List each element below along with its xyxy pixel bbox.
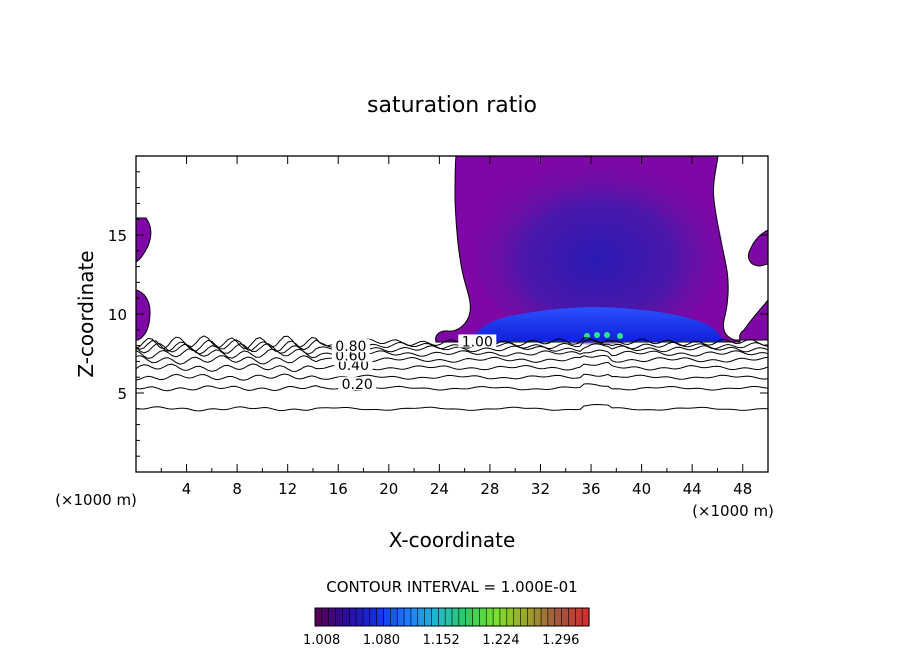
- contour-line: [136, 361, 768, 372]
- colorbar-cell: [410, 607, 419, 627]
- x-axis-unit-right: (×1000 m): [692, 502, 774, 520]
- contour-line: [136, 338, 768, 353]
- colorbar-cell: [472, 607, 480, 627]
- left-edge-region-upper: [136, 217, 152, 263]
- colorbar-cell: [458, 607, 467, 627]
- colorbar-cell: [369, 607, 378, 627]
- y-axis-label: Z-coordinate: [74, 250, 98, 377]
- chart-title: saturation ratio: [367, 93, 537, 118]
- colorbar: [314, 607, 590, 627]
- cloud-base-region: [470, 307, 724, 342]
- left-edge-region-lower: [136, 289, 151, 341]
- cloud-max-point: [594, 332, 600, 338]
- colorbar-cell: [485, 607, 494, 627]
- colorbar-tick-label: 1.224: [482, 633, 519, 648]
- colorbar-cell: [527, 607, 535, 627]
- colorbar-cell: [479, 607, 487, 627]
- colorbar-cell: [362, 607, 371, 627]
- colorbar-cell: [396, 607, 405, 627]
- contour-line: [136, 373, 768, 381]
- colorbar-tick-label: 1.152: [423, 633, 460, 648]
- colorbar-cell: [540, 607, 549, 627]
- y-tick-label: 10: [108, 306, 127, 324]
- contour-line: [136, 383, 768, 392]
- contour-lines: [136, 335, 768, 412]
- contour-interval-text: CONTOUR INTERVAL = 1.000E-01: [326, 578, 577, 596]
- x-tick-label: 20: [379, 480, 398, 498]
- colorbar-cell: [348, 607, 357, 627]
- colorbar-cell: [328, 607, 337, 627]
- colorbar-cell: [561, 607, 570, 627]
- x-tick-label: 28: [480, 480, 499, 498]
- contour-label: 0.40: [338, 358, 369, 374]
- colorbar-cell: [390, 607, 398, 627]
- x-tick-label: 40: [632, 480, 651, 498]
- cloud-core: [473, 156, 723, 345]
- colorbar-cell: [321, 607, 330, 627]
- x-tick-label: 32: [531, 480, 550, 498]
- colorbar-cell: [506, 607, 515, 627]
- cloud-max-point: [617, 333, 623, 339]
- colorbar-cell: [314, 607, 323, 627]
- contour-label-bg: [331, 339, 370, 353]
- colorbar-cell: [355, 607, 364, 627]
- colorbar-cell: [520, 607, 528, 627]
- contour-line: [136, 348, 768, 359]
- colorbar-cell: [492, 607, 501, 627]
- colorbar-cell: [568, 607, 576, 627]
- filled-regions: [136, 156, 768, 345]
- colorbar-tick-label: 1.080: [363, 633, 400, 648]
- colorbar-cell: [342, 607, 350, 627]
- x-tick-label: 36: [581, 480, 600, 498]
- colorbar-cell: [403, 607, 412, 627]
- contour-label: 0.60: [335, 349, 366, 365]
- colorbar-frame: [314, 607, 590, 627]
- y-tick-label: 15: [108, 227, 127, 245]
- contour-label-bg: [458, 334, 497, 348]
- colorbar-cell: [431, 607, 439, 627]
- colorbar-cell: [499, 607, 508, 627]
- y-axis: 5 10 15: [108, 171, 768, 457]
- x-axis-unit-left: (×1000 m): [55, 491, 137, 509]
- colorbar-cell: [335, 607, 343, 627]
- contour-line: [136, 335, 768, 350]
- colorbar-cell: [533, 607, 542, 627]
- contour-label: 0.20: [342, 377, 373, 393]
- x-tick-label: 16: [329, 480, 348, 498]
- contour-label: 0.80: [335, 339, 366, 355]
- contour-labels: 0.20 0.400.600.80 1.00: [331, 334, 497, 393]
- colorbar-tick-label: 1.008: [303, 633, 340, 648]
- x-tick-label: 24: [430, 480, 449, 498]
- cloud-max-point: [604, 332, 610, 338]
- x-tick-label: 12: [278, 480, 297, 498]
- colorbar-cell: [465, 607, 474, 627]
- colorbar-cell: [554, 607, 563, 627]
- colorbar-cell: [574, 607, 583, 627]
- x-tick-label: 8: [232, 480, 242, 498]
- x-tick-label: 44: [683, 480, 702, 498]
- contour-line: [136, 354, 768, 365]
- colorbar-cell: [547, 607, 556, 627]
- x-tick-label: 4: [182, 480, 192, 498]
- colorbar-ticks: 1.008 1.080 1.152 1.224 1.296: [303, 633, 579, 648]
- y-tick-label: 5: [117, 385, 127, 403]
- colorbar-tick-label: 1.296: [542, 633, 579, 648]
- colorbar-cell: [383, 607, 391, 627]
- contour-label-bg: [338, 377, 377, 391]
- colorbar-cell: [444, 607, 453, 627]
- colorbar-cell: [513, 607, 522, 627]
- colorbar-cell: [451, 607, 460, 627]
- x-tick-label: 48: [733, 480, 752, 498]
- colorbar-cell: [424, 607, 433, 627]
- x-axis: 4 8 12 16 20 24 28 32 36 40 44 48: [160, 156, 752, 498]
- contour-label: 1.00: [462, 334, 493, 350]
- colorbar-cell: [437, 607, 446, 627]
- colorbar-cell: [376, 607, 385, 627]
- colorbar-cell: [581, 607, 590, 627]
- colorbar-cell: [417, 607, 426, 627]
- x-axis-label: X-coordinate: [389, 528, 516, 552]
- contour-line: [136, 403, 768, 412]
